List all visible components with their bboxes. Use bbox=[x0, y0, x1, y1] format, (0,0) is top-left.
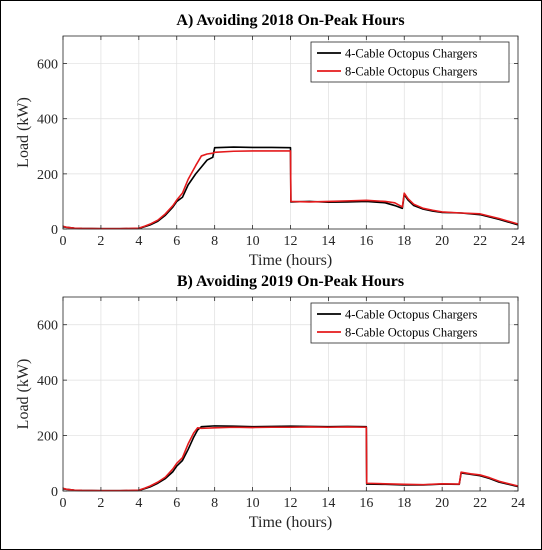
x-tick-label: 6 bbox=[173, 496, 180, 511]
legend-entry: 4-Cable Octopus Chargers bbox=[345, 47, 478, 61]
x-tick-label: 12 bbox=[284, 496, 298, 511]
y-tick-label: 400 bbox=[37, 374, 58, 389]
x-tick-label: 16 bbox=[359, 234, 373, 249]
y-tick-label: 400 bbox=[37, 113, 58, 128]
x-tick-label: 18 bbox=[397, 234, 411, 249]
series-line-8-cable bbox=[62, 426, 519, 492]
x-tick-label: 8 bbox=[211, 496, 218, 511]
chart-title: A) Avoiding 2018 On-Peak Hours bbox=[176, 12, 404, 29]
x-tick-label: 22 bbox=[473, 496, 487, 511]
x-tick-label: 16 bbox=[359, 496, 373, 511]
x-tick-label: 10 bbox=[246, 234, 260, 249]
x-tick-label: 12 bbox=[284, 234, 298, 249]
y-tick-label: 200 bbox=[37, 168, 58, 183]
x-tick-label: 6 bbox=[173, 234, 180, 249]
legend-entry: 8-Cable Octopus Chargers bbox=[345, 65, 478, 79]
y-axis-label: Load (kW) bbox=[15, 97, 32, 168]
x-tick-label: 24 bbox=[511, 496, 525, 511]
x-tick-label: 0 bbox=[60, 234, 67, 249]
x-tick-label: 14 bbox=[321, 234, 335, 249]
x-tick-label: 20 bbox=[435, 234, 449, 249]
x-tick-label: 20 bbox=[435, 496, 449, 511]
x-tick-label: 18 bbox=[397, 496, 411, 511]
legend-box bbox=[310, 302, 510, 344]
x-tick-label: 10 bbox=[246, 496, 260, 511]
y-axis-label: Load (kW) bbox=[15, 359, 32, 430]
y-tick-label: 200 bbox=[37, 430, 58, 445]
x-tick-label: 14 bbox=[321, 496, 335, 511]
y-tick-label: 600 bbox=[37, 58, 58, 73]
x-tick-label: 8 bbox=[211, 234, 218, 249]
x-axis-label: Time (hours) bbox=[249, 252, 332, 269]
y-tick-label: 0 bbox=[51, 223, 58, 238]
x-tick-label: 0 bbox=[60, 496, 67, 511]
x-tick-label: 2 bbox=[97, 496, 104, 511]
legend-entry: 8-Cable Octopus Chargers bbox=[345, 326, 478, 340]
x-tick-label: 2 bbox=[97, 234, 104, 249]
legend-box bbox=[310, 41, 510, 83]
series-line-8-cable bbox=[62, 150, 519, 230]
y-tick-label: 600 bbox=[37, 319, 58, 334]
chart-title: B) Avoiding 2019 On-Peak Hours bbox=[177, 273, 404, 290]
legend-entry: 4-Cable Octopus Chargers bbox=[345, 308, 478, 322]
x-tick-label: 24 bbox=[511, 234, 525, 249]
x-tick-label: 4 bbox=[135, 234, 142, 249]
y-tick-label: 0 bbox=[51, 485, 58, 500]
x-axis-label: Time (hours) bbox=[249, 514, 332, 531]
x-tick-label: 4 bbox=[135, 496, 142, 511]
x-tick-label: 22 bbox=[473, 234, 487, 249]
